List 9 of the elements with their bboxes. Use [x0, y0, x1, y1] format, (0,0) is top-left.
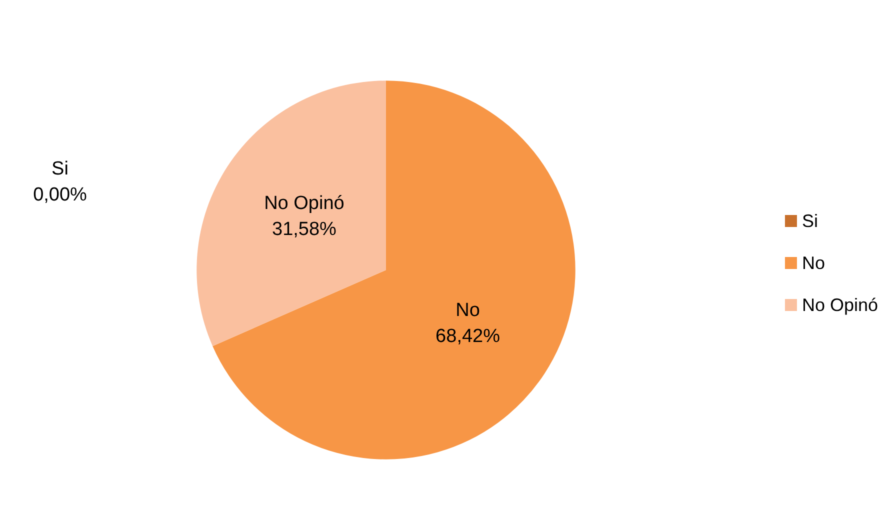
- slice-label: No Opinó: [264, 193, 344, 214]
- category-label: Si: [52, 158, 68, 180]
- legend-label: Si: [802, 211, 818, 231]
- text: 0,00%: [33, 184, 87, 206]
- legend-label: No: [802, 253, 825, 273]
- slice-label: No: [456, 300, 480, 321]
- data-label: 68,42%: [436, 326, 500, 347]
- data-label: 31,58%: [272, 219, 337, 240]
- legend-label: No Opinó: [802, 295, 878, 315]
